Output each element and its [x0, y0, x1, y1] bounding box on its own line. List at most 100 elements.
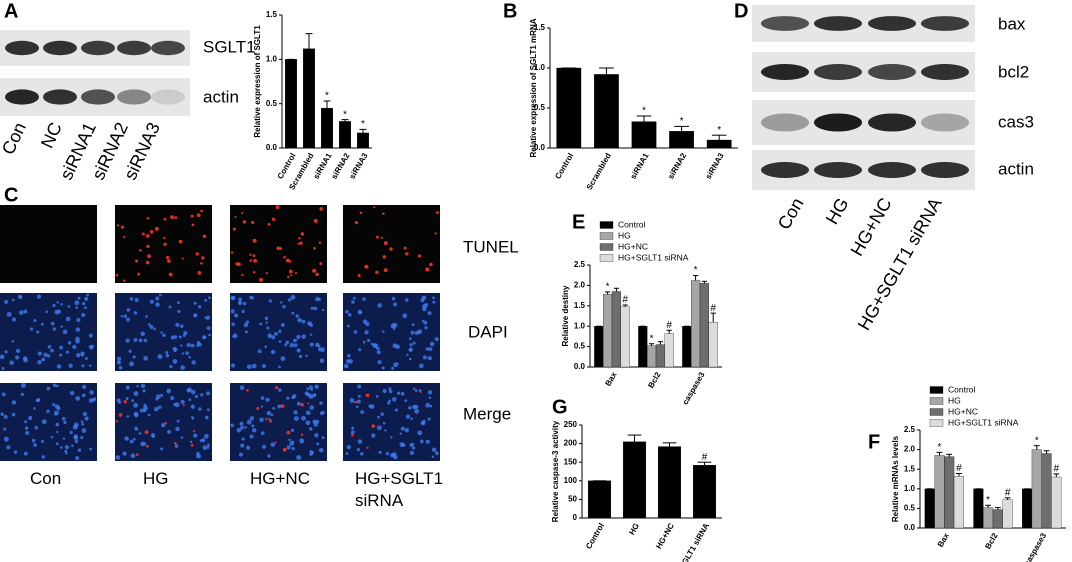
- bar: [284, 59, 297, 149]
- nucleus: [81, 428, 87, 433]
- blot-band: [761, 162, 809, 178]
- significance-mark: *: [642, 106, 646, 117]
- nucleus: [77, 296, 81, 300]
- x-tick-label: Control: [553, 152, 575, 181]
- bar: [622, 441, 647, 519]
- nucleus: [133, 391, 139, 397]
- nucleus: [396, 391, 401, 395]
- x-tick-label: Control: [584, 522, 606, 551]
- nucleus: [343, 363, 349, 369]
- nucleus: [260, 396, 265, 400]
- bar: [699, 283, 709, 368]
- tunel-dot: [192, 430, 196, 433]
- legend-swatch: [929, 408, 944, 416]
- nucleus: [392, 327, 396, 331]
- nucleus: [362, 319, 368, 325]
- bar: [594, 74, 619, 149]
- bar: [692, 465, 717, 519]
- micrograph-dots: [343, 295, 439, 370]
- nucleus: [89, 447, 93, 451]
- nucleus: [292, 394, 297, 399]
- nucleus: [317, 297, 321, 301]
- tunel-dot: [287, 275, 290, 279]
- nucleus: [4, 299, 9, 304]
- nucleus: [129, 361, 135, 367]
- bar: [934, 455, 945, 529]
- micrograph-dots: [230, 205, 323, 282]
- tunel-dot: [265, 417, 268, 421]
- nucleus: [280, 356, 286, 362]
- nucleus: [362, 340, 366, 344]
- nucleus: [180, 399, 185, 405]
- tunel-dot: [249, 253, 252, 256]
- legend-swatch: [929, 397, 944, 405]
- nucleus: [25, 431, 30, 436]
- micrograph-dots: [230, 384, 325, 461]
- nucleus: [380, 412, 384, 416]
- nucleus: [59, 353, 63, 357]
- x-tick-label: HG+SGLT1 siRNA: [669, 521, 711, 562]
- tunel-dot: [280, 404, 285, 408]
- nucleus: [193, 433, 198, 438]
- nucleus: [180, 324, 184, 328]
- nucleus: [55, 422, 60, 427]
- nucleus: [50, 348, 54, 353]
- tunel-dot: [137, 272, 141, 276]
- tunel-dot: [429, 262, 433, 267]
- nucleus: [11, 317, 17, 322]
- tunel-dot: [123, 235, 126, 239]
- blot-band: [761, 64, 809, 80]
- y-tick-label: 2.0: [904, 445, 916, 454]
- bar: [691, 280, 701, 368]
- nucleus: [205, 315, 210, 320]
- nucleus: [116, 360, 122, 365]
- nucleus: [57, 309, 61, 314]
- nucleus: [390, 436, 393, 439]
- nucleus: [81, 422, 85, 426]
- nucleus: [9, 360, 14, 365]
- nucleus: [391, 296, 396, 301]
- blot-band: [814, 162, 862, 178]
- nucleus: [24, 420, 28, 424]
- tunel-dot: [197, 271, 202, 275]
- y-axis-label: Relative expression of SGLT1 mRNA: [529, 18, 538, 157]
- nucleus: [382, 421, 386, 425]
- tunel-dot: [164, 421, 167, 425]
- y-tick-label: 2.5: [904, 425, 916, 434]
- nucleus: [308, 427, 313, 431]
- y-tick-label: 250: [564, 420, 578, 429]
- y-tick-label: 150: [564, 457, 578, 466]
- blot-band: [761, 113, 809, 132]
- panel-label: D: [734, 0, 748, 22]
- legend-label: HG: [618, 230, 631, 240]
- nucleus: [305, 420, 311, 426]
- nucleus: [309, 449, 312, 453]
- nucleus: [249, 434, 254, 439]
- y-tick-label: 1.5: [534, 23, 546, 32]
- nucleus: [150, 433, 156, 438]
- nucleus: [291, 440, 295, 444]
- nucleus: [134, 297, 139, 302]
- micro-row-label: Merge: [463, 404, 511, 423]
- nucleus: [3, 427, 7, 431]
- nucleus: [291, 311, 295, 315]
- nucleus: [423, 320, 428, 325]
- nucleus: [140, 331, 146, 337]
- nucleus: [426, 347, 429, 351]
- nucleus: [292, 338, 297, 343]
- nucleus: [297, 317, 302, 323]
- significance-mark: #: [1005, 487, 1011, 498]
- tunel-dot: [373, 206, 376, 209]
- nucleus: [356, 405, 359, 409]
- nucleus: [259, 322, 263, 326]
- micrograph: [230, 205, 327, 283]
- nucleus: [1, 367, 5, 370]
- nucleus: [260, 431, 265, 436]
- nucleus: [199, 439, 203, 443]
- tunel-dot: [191, 223, 195, 227]
- nucleus: [65, 452, 68, 455]
- nucleus: [81, 364, 85, 368]
- nucleus: [394, 408, 399, 412]
- significance-mark: *: [1035, 435, 1039, 446]
